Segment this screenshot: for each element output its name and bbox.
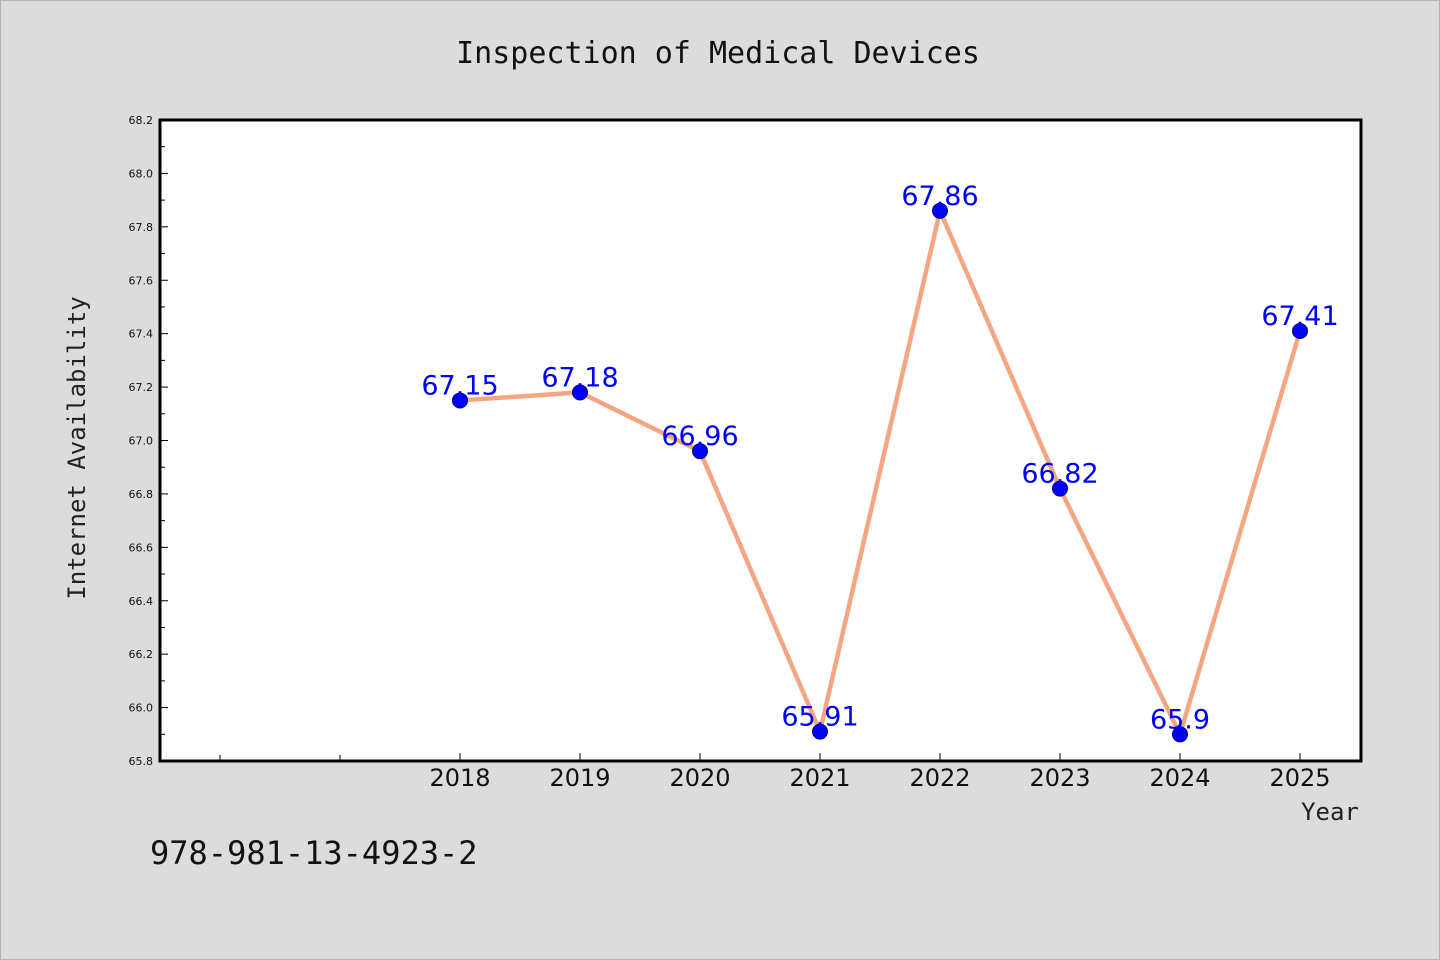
- data-label: 67.86: [901, 181, 978, 212]
- x-tick-label: 2018: [429, 764, 490, 792]
- x-tick-label: 2022: [909, 764, 970, 792]
- y-tick-label: 67.2: [129, 381, 154, 394]
- data-point: [692, 443, 708, 460]
- data-labels: 67.15 67.18 66.96 65.91 67.86 66.82 65.9 67.41: [421, 181, 1338, 735]
- y-tick-label: 68.0: [129, 167, 154, 180]
- data-label: 65.91: [781, 702, 858, 733]
- data-point: [1172, 726, 1188, 743]
- isbn-text: 978-981-13-4923-2: [150, 834, 478, 872]
- y-tick-label: 66.8: [129, 488, 154, 501]
- y-tick-label: 67.4: [129, 328, 154, 341]
- chart-title: Inspection of Medical Devices: [456, 36, 980, 71]
- data-label: 66.96: [661, 421, 738, 452]
- data-label: 67.15: [421, 370, 498, 401]
- y-tick-label: 66.6: [129, 541, 154, 554]
- data-label: 67.18: [541, 362, 618, 393]
- plot-border: [158, 118, 1363, 763]
- data-point: [1292, 322, 1308, 339]
- x-tick-label: 2020: [669, 764, 730, 792]
- x-tick-label: 2023: [1029, 764, 1090, 792]
- plot-area: [160, 120, 1361, 761]
- series-line: [457, 208, 1303, 737]
- data-label: 65.9: [1150, 704, 1210, 735]
- x-tick-label: 2024: [1149, 764, 1210, 792]
- y-tick-label: 67.6: [129, 274, 154, 287]
- data-point: [452, 392, 468, 409]
- y-tick-label: 67.8: [129, 221, 154, 234]
- data-label: 66.82: [1021, 459, 1098, 490]
- x-tick-label: 2021: [789, 764, 850, 792]
- x-axis-ticks: 2018 2019 2020 2021 2022 2023 2024 2025: [219, 753, 1331, 792]
- data-label: 67.41: [1261, 301, 1338, 332]
- y-tick-label: 66.0: [129, 702, 154, 715]
- y-tick-label: 66.2: [129, 648, 154, 661]
- y-tick-label: 66.4: [129, 595, 154, 608]
- y-tick-label: 67.0: [129, 435, 154, 448]
- x-tick-label: 2019: [549, 764, 610, 792]
- data-point: [812, 723, 828, 740]
- x-axis-label: Year: [1301, 798, 1359, 826]
- data-point: [1052, 480, 1068, 497]
- data-markers: [452, 202, 1308, 743]
- data-point: [932, 202, 948, 219]
- y-axis-label: Internet Availability: [63, 296, 91, 599]
- y-tick-label: 65.8: [129, 755, 154, 768]
- data-point: [572, 384, 588, 401]
- y-tick-label: 68.2: [129, 114, 154, 127]
- x-tick-label: 2025: [1269, 764, 1330, 792]
